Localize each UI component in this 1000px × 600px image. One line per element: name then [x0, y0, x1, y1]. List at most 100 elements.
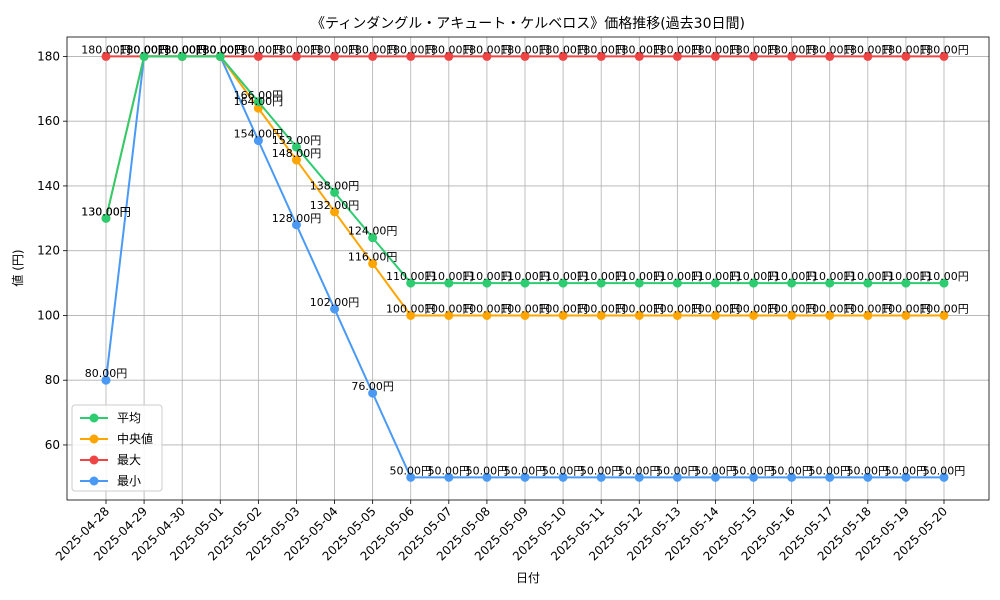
data-point [825, 51, 835, 61]
data-label: 180.00円 [157, 43, 207, 56]
data-label: 50.00円 [542, 464, 585, 477]
data-point [291, 220, 301, 230]
data-point [406, 51, 416, 61]
data-label: 180.00円 [653, 43, 703, 56]
data-label: 110.00円 [691, 270, 741, 283]
data-label: 110.00円 [576, 270, 626, 283]
data-label: 110.00円 [653, 270, 703, 283]
data-point [939, 278, 949, 288]
data-point [863, 472, 873, 482]
y-axis-title: 値 (円) [10, 249, 25, 286]
data-point [749, 51, 759, 61]
legend-marker [89, 413, 99, 423]
data-label: 180.00円 [196, 43, 246, 56]
data-point [749, 310, 759, 320]
data-label: 180.00円 [119, 43, 169, 56]
data-point [330, 304, 340, 314]
data-point [558, 278, 568, 288]
chart-title: 《ティンダングル・アキュート・ケルベロス》価格推移(過去30日間) [311, 16, 745, 32]
data-point [215, 51, 225, 61]
y-tick-label: 120 [37, 244, 60, 258]
data-point [672, 472, 682, 482]
data-point [482, 51, 492, 61]
data-label: 180.00円 [386, 43, 436, 56]
data-point [863, 51, 873, 61]
data-label: 110.00円 [462, 270, 512, 283]
data-label: 154.00円 [234, 128, 284, 141]
data-point [101, 51, 111, 61]
data-label: 50.00円 [885, 464, 928, 477]
data-point [177, 51, 187, 61]
data-label: 50.00円 [504, 464, 547, 477]
data-label: 110.00円 [424, 270, 474, 283]
data-label: 110.00円 [767, 270, 817, 283]
data-label: 180.00円 [196, 43, 246, 56]
data-label: 124.00円 [348, 225, 398, 238]
data-label: 180.00円 [805, 43, 855, 56]
data-point [634, 310, 644, 320]
data-label: 110.00円 [843, 270, 893, 283]
data-label: 50.00円 [580, 464, 623, 477]
x-axis-title: 日付 [516, 571, 540, 585]
data-label: 110.00円 [500, 270, 550, 283]
y-tick-label: 140 [37, 179, 60, 193]
data-point [939, 310, 949, 320]
data-point [787, 278, 797, 288]
data-label: 180.00円 [615, 43, 665, 56]
data-point [749, 472, 759, 482]
legend-marker [89, 476, 99, 486]
data-point [101, 213, 111, 223]
data-point [520, 278, 530, 288]
data-point [291, 155, 301, 165]
data-label: 180.00円 [881, 43, 931, 56]
data-label: 180.00円 [500, 43, 550, 56]
data-point [253, 97, 263, 107]
data-point [253, 51, 263, 61]
y-tick-label: 60 [45, 438, 60, 452]
data-point [482, 310, 492, 320]
data-point [672, 310, 682, 320]
data-point [291, 51, 301, 61]
data-label: 100.00円 [462, 302, 512, 315]
series-layer [101, 51, 949, 482]
legend-marker [89, 434, 99, 444]
data-point [368, 233, 378, 243]
data-label: 130.00円 [81, 205, 131, 218]
data-label: 50.00円 [694, 464, 737, 477]
data-label: 50.00円 [618, 464, 661, 477]
data-point [406, 310, 416, 320]
data-label: 128.00円 [272, 212, 322, 225]
data-label: 100.00円 [919, 302, 969, 315]
data-point [901, 310, 911, 320]
data-label: 50.00円 [389, 464, 432, 477]
data-label: 180.00円 [234, 43, 284, 56]
data-label: 152.00円 [272, 134, 322, 147]
data-point [291, 142, 301, 152]
data-point [787, 472, 797, 482]
data-point [901, 472, 911, 482]
data-label: 100.00円 [500, 302, 550, 315]
data-label: 100.00円 [653, 302, 703, 315]
data-label: 50.00円 [808, 464, 851, 477]
data-label: 180.00円 [919, 43, 969, 56]
data-point [368, 51, 378, 61]
data-point [368, 388, 378, 398]
data-point [330, 187, 340, 197]
data-point [634, 278, 644, 288]
data-point [520, 472, 530, 482]
y-tick-label: 180 [37, 49, 60, 63]
data-label: 100.00円 [805, 302, 855, 315]
data-label: 50.00円 [770, 464, 813, 477]
series-1 [101, 51, 949, 320]
data-label: 180.00円 [576, 43, 626, 56]
data-label: 180.00円 [462, 43, 512, 56]
data-label: 180.00円 [348, 43, 398, 56]
data-point [787, 310, 797, 320]
data-label: 50.00円 [466, 464, 509, 477]
data-point [558, 51, 568, 61]
data-point [139, 51, 149, 61]
plot-frame [66, 36, 990, 501]
data-point [710, 278, 720, 288]
